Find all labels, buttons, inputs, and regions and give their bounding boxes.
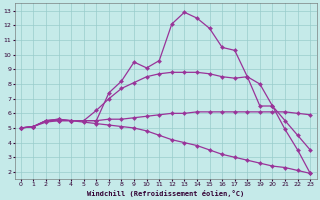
X-axis label: Windchill (Refroidissement éolien,°C): Windchill (Refroidissement éolien,°C) — [87, 190, 244, 197]
